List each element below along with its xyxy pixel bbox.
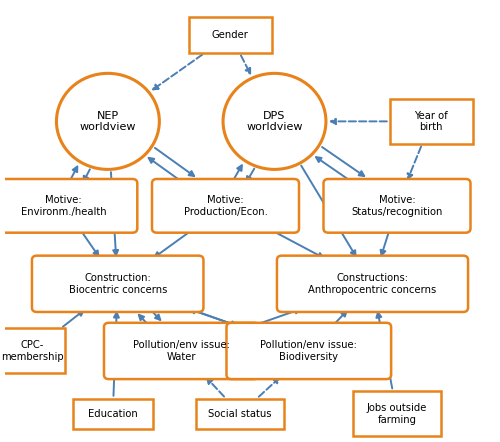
Text: Motive:
Environm./health: Motive: Environm./health [21,195,106,217]
FancyBboxPatch shape [226,323,391,379]
Text: Construction:
Biocentric concerns: Construction: Biocentric concerns [68,273,167,295]
Text: Social status: Social status [208,409,272,419]
Text: NEP
worldview: NEP worldview [80,110,136,132]
FancyBboxPatch shape [324,179,470,232]
Text: Pollution/env issue:
Biodiversity: Pollution/env issue: Biodiversity [260,340,357,362]
Text: CPC-
membership: CPC- membership [0,340,64,362]
Text: Constructions:
Anthropocentric concerns: Constructions: Anthropocentric concerns [308,273,436,295]
Text: Motive:
Production/Econ.: Motive: Production/Econ. [184,195,268,217]
Text: Jobs outside
farming: Jobs outside farming [367,403,427,425]
Text: Gender: Gender [212,30,249,40]
Text: Pollution/env issue:
Water: Pollution/env issue: Water [133,340,230,362]
Ellipse shape [56,73,160,169]
FancyBboxPatch shape [0,328,66,373]
FancyBboxPatch shape [104,323,259,379]
Text: Motive:
Status/recognition: Motive: Status/recognition [352,195,442,217]
Text: Year of
birth: Year of birth [414,110,448,132]
FancyBboxPatch shape [353,391,441,436]
FancyBboxPatch shape [196,399,284,429]
FancyBboxPatch shape [152,179,299,232]
FancyBboxPatch shape [32,255,204,312]
Ellipse shape [223,73,326,169]
FancyBboxPatch shape [72,399,153,429]
FancyBboxPatch shape [189,16,272,53]
FancyBboxPatch shape [0,179,138,232]
FancyBboxPatch shape [390,99,473,144]
FancyBboxPatch shape [277,255,468,312]
Text: Education: Education [88,409,138,419]
Text: DPS
worldview: DPS worldview [246,110,303,132]
